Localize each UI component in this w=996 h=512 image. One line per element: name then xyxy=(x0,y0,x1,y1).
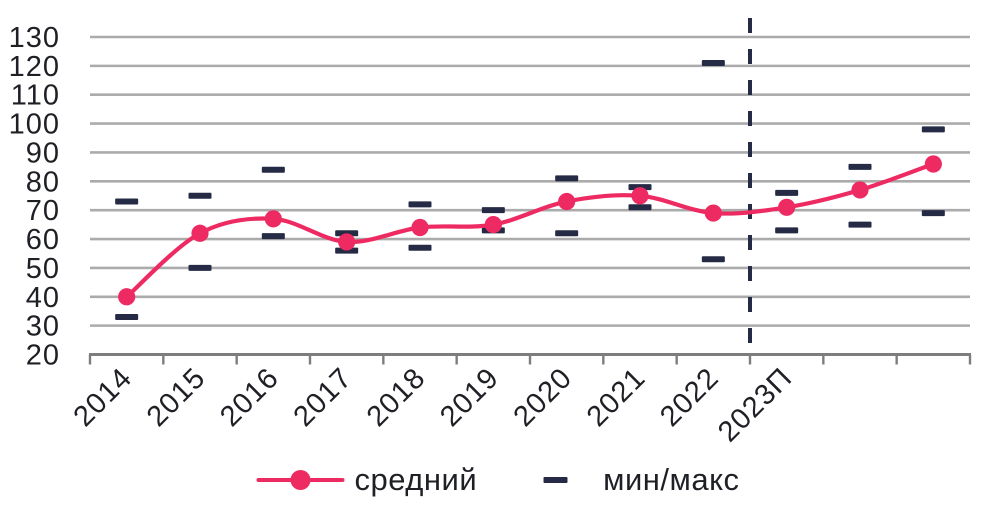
min-dash-marker xyxy=(701,256,725,263)
max-dash-marker xyxy=(481,207,505,214)
max-dash-marker xyxy=(188,192,212,199)
average-point xyxy=(704,204,722,222)
y-tick-label: 100 xyxy=(9,109,60,141)
y-tick-label: 120 xyxy=(9,51,60,83)
average-point xyxy=(118,288,136,306)
y-tick-label: 80 xyxy=(26,166,60,198)
max-dash-marker xyxy=(408,201,432,208)
legend-label-average: средний xyxy=(354,462,478,497)
min-dash-marker xyxy=(555,230,579,237)
y-tick-label: 110 xyxy=(11,80,60,112)
max-dash-marker xyxy=(335,230,359,237)
average-point xyxy=(558,192,576,211)
y-tick-label: 130 xyxy=(9,22,60,54)
x-tick-label: 2015 xyxy=(141,362,212,433)
min-dash-marker xyxy=(335,247,359,254)
legend-label-minmax: мин/макс xyxy=(603,462,740,497)
average-point xyxy=(264,210,282,228)
x-tick-label: 2020 xyxy=(508,362,579,433)
min-dash-marker xyxy=(408,244,432,251)
x-tick-label: 2018 xyxy=(361,362,432,433)
average-line-swatch-icon xyxy=(256,470,345,490)
min-dash-marker xyxy=(115,313,139,320)
max-dash-marker xyxy=(775,189,799,196)
max-dash-marker xyxy=(261,166,285,173)
y-tick-label: 90 xyxy=(26,137,60,169)
x-tick-label: 2017 xyxy=(288,362,359,433)
min-dash-marker xyxy=(921,210,945,217)
y-tick-label: 20 xyxy=(26,340,60,372)
minmax-dash-icon xyxy=(543,477,568,483)
max-dash-marker xyxy=(115,198,139,205)
x-tick-label: 2019 xyxy=(434,362,505,433)
average-line xyxy=(124,161,936,299)
average-point xyxy=(631,187,649,205)
average-point xyxy=(778,198,796,216)
average-point xyxy=(191,224,209,242)
y-tick-label: 30 xyxy=(26,311,60,343)
y-tick-label: 50 xyxy=(26,253,60,285)
min-dash-marker xyxy=(628,204,652,211)
legend-item-minmax: мин/макс xyxy=(543,462,739,498)
average-point-icon xyxy=(290,470,311,490)
max-dash-marker xyxy=(921,126,945,133)
max-dash-marker xyxy=(701,59,725,66)
min-dash-marker xyxy=(775,227,799,234)
average-point xyxy=(338,233,356,251)
chart-legend: средний мин/макс xyxy=(256,462,740,498)
average-point xyxy=(851,181,869,199)
min-dash-marker xyxy=(188,264,212,271)
average-point xyxy=(484,216,502,234)
max-dash-marker xyxy=(555,175,579,182)
y-tick-label: 40 xyxy=(26,282,60,314)
max-dash-marker xyxy=(628,184,652,191)
x-tick-label: 2023П xyxy=(712,362,799,449)
legend-item-average: средний xyxy=(256,462,478,498)
x-tick-label: 2021 xyxy=(581,362,652,433)
y-tick-label: 70 xyxy=(26,195,60,227)
average-point xyxy=(924,155,942,173)
y-tick-label: 60 xyxy=(26,224,60,256)
min-dash-marker xyxy=(848,221,872,228)
x-tick-label: 2014 xyxy=(68,362,139,433)
x-tick-label: 2016 xyxy=(214,362,285,433)
max-dash-marker xyxy=(848,163,872,170)
average-point xyxy=(411,218,429,237)
min-dash-marker xyxy=(261,233,285,240)
